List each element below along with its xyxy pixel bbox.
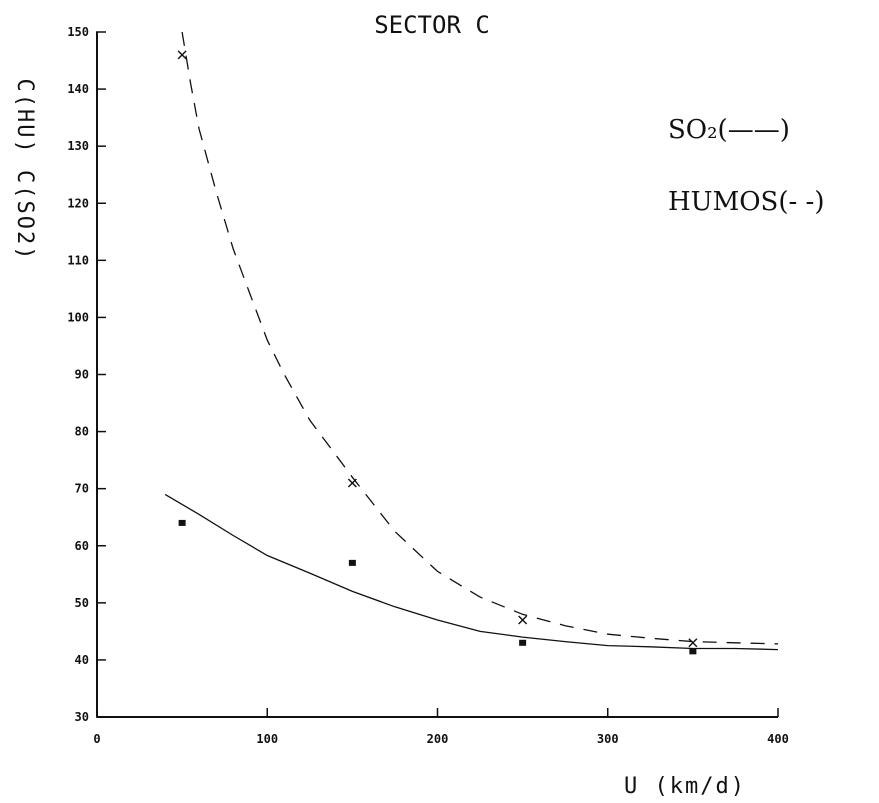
x-axis-label: U (km/d) [624, 774, 746, 799]
data-point-humos [518, 615, 528, 625]
y-tick-label: 70 [75, 482, 89, 496]
fit-curve-humos [181, 31, 779, 645]
y-tick-label: 110 [67, 253, 89, 267]
x-tick-label: 300 [597, 732, 619, 746]
data-markers [177, 50, 698, 655]
y-tick-label: 80 [75, 425, 89, 439]
data-point-so2 [689, 648, 697, 655]
y-tick-label: 50 [75, 596, 89, 610]
x-tick-label: 0 [93, 732, 100, 746]
legend-entry-humos: HUMOS(- -) [668, 187, 824, 217]
fit-curve-so2 [164, 493, 779, 651]
y-tick-label: 40 [75, 653, 89, 667]
y-axis-title: C(HU) C(SO2) [12, 79, 37, 262]
y-tick-label: 90 [75, 368, 89, 382]
data-point-humos [688, 638, 698, 648]
y-tick-label: 140 [67, 82, 89, 96]
y-tick-label: 60 [75, 539, 89, 553]
data-point-so2 [178, 519, 186, 526]
x-tick-label: 400 [767, 732, 789, 746]
y-axis-label: C(HU) C(SO2) [12, 79, 37, 262]
x-tick-label: 200 [427, 732, 449, 746]
data-point-humos [347, 478, 357, 488]
x-tick-label: 100 [256, 732, 278, 746]
y-tick-label: 130 [67, 139, 89, 153]
data-point-humos [177, 50, 187, 60]
fit-curves [164, 31, 779, 651]
data-point-so2 [348, 559, 356, 566]
legend: SO₂(——) HUMOS(- -) [668, 115, 824, 217]
ticks: 0 100 200 300 400 30 40 50 60 70 80 90 100 110 120 130 1… [67, 25, 789, 746]
y-tick-label: 120 [67, 196, 89, 210]
data-point-so2 [519, 639, 527, 646]
y-tick-label: 150 [67, 25, 89, 39]
y-tick-label: 100 [67, 310, 89, 324]
y-tick-label: 30 [75, 710, 89, 724]
chart-title: SECTOR C [374, 11, 490, 39]
legend-entry-so2: SO₂(——) [668, 115, 790, 145]
